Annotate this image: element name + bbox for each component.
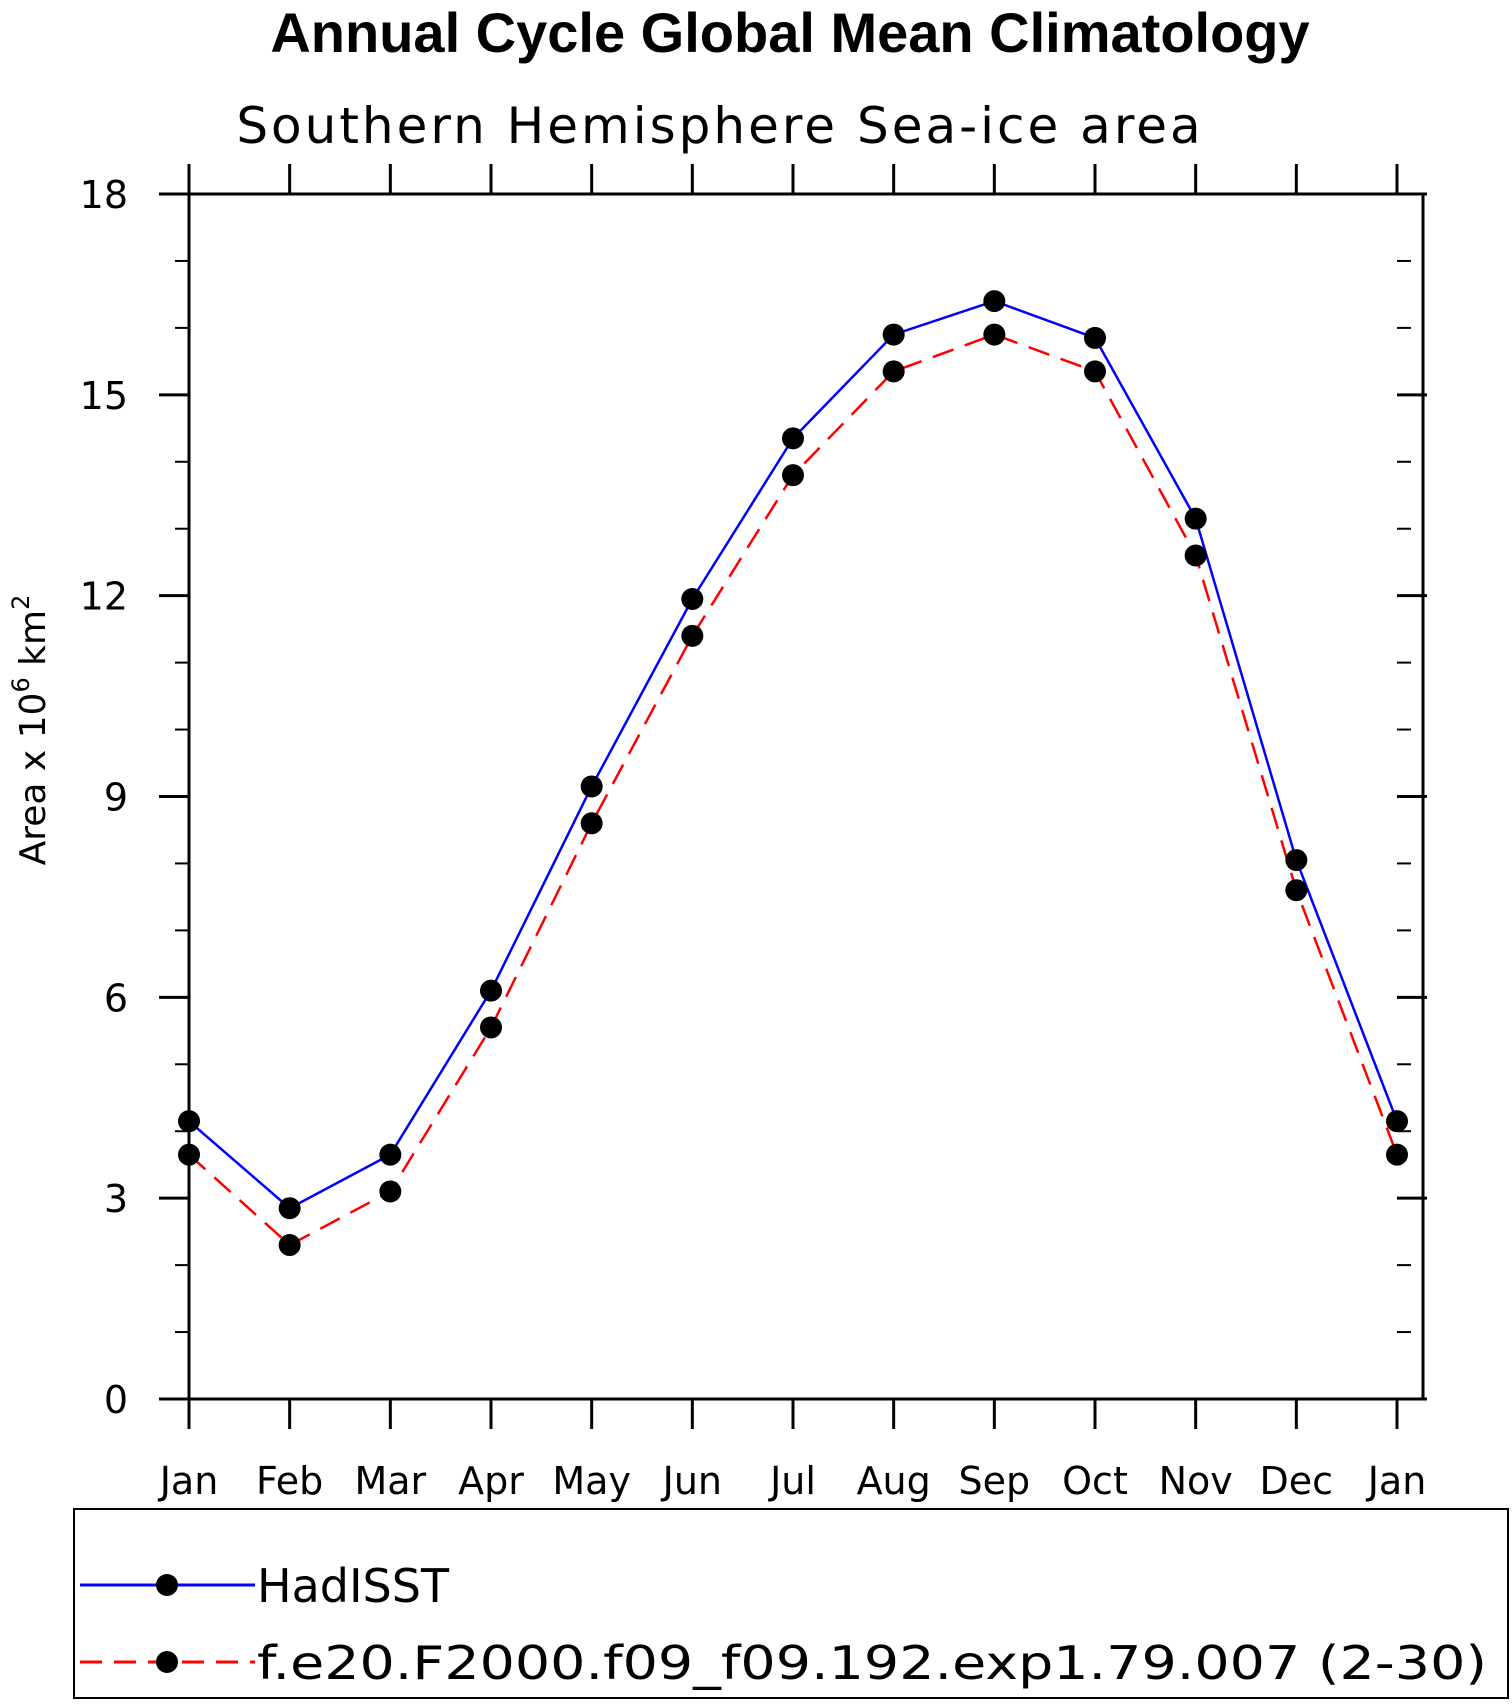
y-tick-label: 18: [80, 173, 128, 217]
x-tick-label: Feb: [256, 1459, 323, 1503]
series-1-point: [580, 812, 603, 835]
plot-area-frame: [187, 192, 1425, 1401]
series-0-point: [480, 979, 502, 1002]
x-tick-label: Apr: [458, 1459, 524, 1503]
legend-box: [73, 1508, 1509, 1699]
chart-subtitle: Southern Hemisphere Sea-ice area: [236, 97, 1203, 155]
legend-marker-model: [156, 1651, 178, 1673]
series-0-point: [782, 427, 804, 450]
series-0-point: [681, 588, 704, 611]
series-0-point: [983, 290, 1006, 313]
y-tick-label: 3: [104, 1177, 128, 1221]
x-tick-label: Jan: [1366, 1459, 1427, 1503]
series-1-point: [882, 360, 905, 383]
legend-label-model: f.e20.F2000.f09_f09.192.exp1.79.007 (2-3…: [257, 1636, 1487, 1690]
series-1-point: [681, 624, 704, 647]
x-tick-label: Nov: [1159, 1459, 1233, 1503]
y-tick-label: 15: [80, 374, 128, 418]
series-1-point: [1285, 879, 1308, 902]
x-axis: Jan Feb Mar Apr May Jun Jul Aug Sep Oct Nov Dec Jan: [158, 164, 1427, 1503]
x-tick-label: Oct: [1062, 1459, 1128, 1503]
series-1-point: [178, 1143, 200, 1166]
x-tick-label: Jan: [158, 1459, 219, 1503]
legend-marker-hadisst: [156, 1574, 178, 1596]
legend: HadISST f.e20.F2000.f09_f09.192.exp1.79.…: [73, 1508, 1509, 1699]
y-axis: 0 3 6 9 12 15 18: [80, 173, 1427, 1422]
series-0-point: [580, 775, 603, 798]
series-0-point: [1184, 507, 1207, 530]
series-1-point: [278, 1234, 301, 1257]
y-axis-label: Area x 106 km2: [7, 595, 54, 866]
series-1-point: [1184, 544, 1207, 567]
series-0-point: [1285, 849, 1308, 872]
x-tick-label: Jul: [768, 1459, 816, 1503]
x-tick-label: Aug: [857, 1459, 931, 1503]
series-0-point: [178, 1110, 200, 1133]
x-tick-label: Jun: [661, 1459, 722, 1503]
series-0-point: [882, 323, 905, 346]
series-1-point: [480, 1016, 502, 1039]
series-1-point: [1386, 1143, 1408, 1166]
series-1-point: [1084, 360, 1106, 383]
y-tick-label: 6: [104, 976, 128, 1020]
x-tick-label: Sep: [959, 1459, 1031, 1503]
series-1-point: [379, 1180, 402, 1203]
series-0-point: [379, 1143, 402, 1166]
y-axis-label-unit-exponent: 2: [7, 595, 35, 610]
series-1-point: [983, 323, 1006, 346]
series-1-point: [782, 464, 804, 487]
y-axis-label-main: Area x 10: [13, 693, 54, 866]
x-tick-label: Dec: [1260, 1459, 1334, 1503]
legend-label-hadisst: HadISST: [257, 1559, 450, 1613]
y-tick-label: 9: [104, 776, 128, 820]
y-axis-label-unit: km: [13, 610, 54, 666]
series-0-point: [1084, 326, 1106, 349]
y-axis-label-exponent: 6: [7, 677, 35, 692]
svg-text:Area x 106 km2: Area x 106 km2: [7, 595, 54, 866]
series-0-point: [278, 1197, 301, 1220]
y-tick-label: 12: [80, 575, 128, 619]
chart-title: Annual Cycle Global Mean Climatology: [270, 1, 1309, 64]
series-0-point: [1386, 1110, 1408, 1133]
marker-layer: [178, 290, 1408, 1257]
x-tick-label: May: [552, 1459, 631, 1503]
x-tick-label: Mar: [354, 1459, 426, 1503]
y-tick-label: 0: [104, 1378, 128, 1422]
